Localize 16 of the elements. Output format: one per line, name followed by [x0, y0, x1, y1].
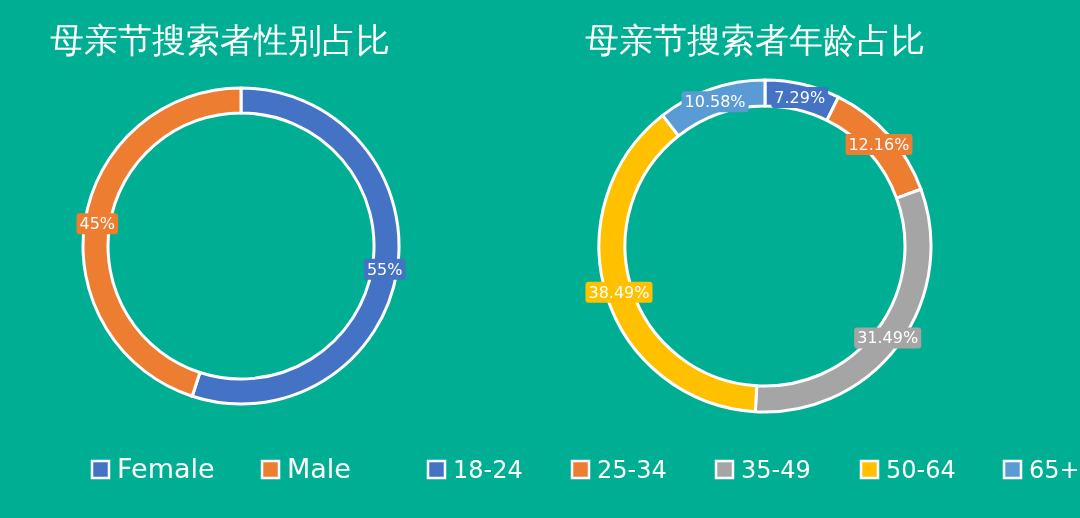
- legend-label: Male: [287, 453, 351, 484]
- legend-label: 18-24: [453, 456, 523, 484]
- legend-label: 35-49: [741, 456, 811, 484]
- chart-title: 母亲节搜索者年龄占比: [585, 20, 925, 60]
- legend-label: 50-64: [886, 456, 956, 484]
- data-label: 12.16%: [848, 134, 910, 154]
- data-label: 31.49%: [857, 328, 919, 348]
- chart-title: 母亲节搜索者性别占比: [50, 20, 390, 60]
- data-label: 55%: [366, 259, 403, 279]
- legend-label: Female: [117, 453, 215, 484]
- data-label: 10.58%: [684, 92, 746, 112]
- legend-label: 25-34: [597, 456, 667, 484]
- data-label: 45%: [79, 214, 116, 234]
- data-label: 7.29%: [774, 87, 826, 107]
- data-label: 38.49%: [588, 282, 650, 302]
- legend-label: 65+: [1029, 456, 1080, 484]
